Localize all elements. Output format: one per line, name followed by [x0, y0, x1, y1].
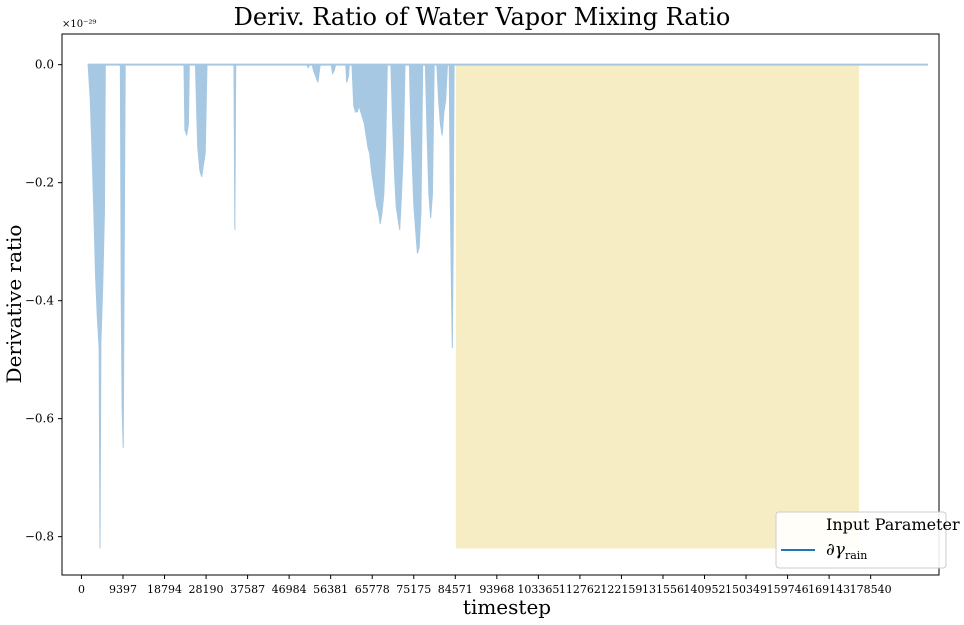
- x-tick-label-13: 122159: [600, 583, 642, 596]
- x-tick-label-0: 0: [78, 583, 85, 596]
- y-axis: 0.0 −0.2 −0.4 −0.6 −0.8: [25, 58, 62, 544]
- plot-frame: [61, 33, 940, 576]
- x-tick-label-10: 93968: [479, 583, 514, 596]
- y-axis-scale-label: ×10⁻²⁹: [62, 19, 96, 30]
- y-tick-label-3: −0.6: [25, 412, 54, 426]
- legend-box: [775, 511, 947, 569]
- x-tick-label-4: 37587: [230, 583, 265, 596]
- legend: Input Parameter ∂γrain: [775, 511, 960, 569]
- x-tick-label-3: 28190: [189, 583, 224, 596]
- x-axis-label: timestep: [463, 595, 551, 619]
- legend-title: Input Parameter: [826, 515, 960, 534]
- y-tick-label-4: −0.8: [25, 530, 54, 544]
- x-tick-label-12: 112762: [559, 583, 601, 596]
- x-tick-label-1: 9397: [109, 583, 137, 596]
- y-tick-label-0: 0.0: [35, 58, 54, 72]
- x-tick-label-14: 131556: [642, 583, 684, 596]
- y-tick-label-2: −0.4: [25, 294, 55, 308]
- legend-label-rain: ∂γrain: [826, 540, 867, 562]
- chart-title: Deriv. Ratio of Water Vapor Mixing Ratio: [234, 3, 731, 31]
- x-tick-label-7: 65778: [355, 583, 390, 596]
- x-tick-label-18: 169143: [808, 583, 850, 596]
- legend-label-subscript: rain: [845, 549, 867, 562]
- x-tick-label-8: 75175: [396, 583, 431, 596]
- x-tick-label-2: 18794: [147, 583, 182, 596]
- legend-label-symbol: ∂γ: [826, 540, 846, 560]
- plot-area: [87, 63, 928, 549]
- y-axis-label: Derivative ratio: [2, 225, 26, 384]
- x-tick-label-19: 178540: [850, 583, 892, 596]
- x-tick-label-11: 103365: [517, 583, 559, 596]
- highlight-region: [455, 64, 859, 549]
- x-axis: 0 9397 18794 28190 37587 46984 56381 65778 75175…: [78, 575, 892, 596]
- x-tick-label-9: 84571: [438, 583, 473, 596]
- x-tick-label-17: 159746: [767, 583, 809, 596]
- x-tick-label-5: 46984: [272, 583, 307, 596]
- x-tick-label-6: 56381: [313, 583, 348, 596]
- x-tick-label-16: 150349: [725, 583, 767, 596]
- x-tick-label-15: 140952: [684, 583, 726, 596]
- y-tick-label-1: −0.2: [25, 176, 54, 190]
